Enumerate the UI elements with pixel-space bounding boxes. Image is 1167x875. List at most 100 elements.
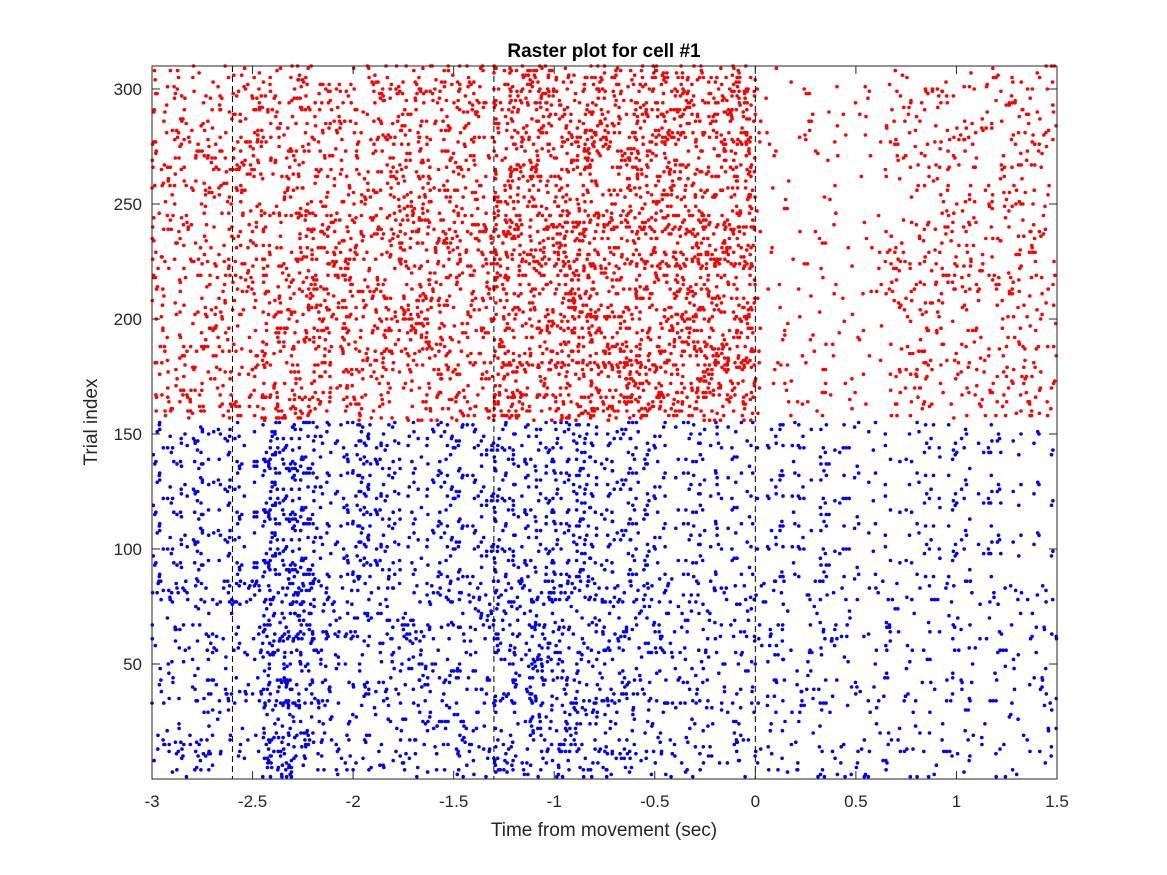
spike-dot [255,354,260,358]
spike-dot [506,747,511,751]
spike-dot [295,733,299,738]
spike-dot [312,335,316,340]
spike-dot [888,388,893,393]
spike-dot [606,418,611,423]
spike-dot [687,538,691,542]
spike-dot [496,602,500,606]
spike-dot [1004,648,1008,652]
spike-dot [196,754,200,758]
spike-dot [833,448,837,452]
spike-dot [178,627,182,632]
spike-dot [955,751,960,756]
spike-dot [293,406,298,411]
spike-dot [559,496,563,501]
spike-dot [734,738,739,742]
spike-dot [311,489,316,494]
spike-dot [257,584,261,588]
spike-dot [730,388,735,393]
spike-dot [910,648,915,652]
spike-dot [526,772,530,777]
spike-dot [747,464,752,469]
spike-dot [951,498,956,503]
spike-dot [252,565,256,570]
spike-dot [722,337,727,342]
spike-dot [292,370,297,374]
spike-dot [937,547,941,551]
spike-dot [410,561,414,565]
spike-dot [291,600,295,604]
spike-dot [496,632,500,636]
spike-dot [511,452,516,457]
spike-dot [712,347,717,351]
spike-dot [371,328,375,333]
spike-dot [690,666,694,671]
spike-dot [745,360,750,365]
spike-dot [611,604,616,609]
spike-dot [738,687,743,692]
spike-dot [698,542,702,547]
spike-dot [725,393,730,397]
spike-dot [414,636,418,641]
spike-dot [491,542,496,547]
spike-dot [205,738,209,742]
spike-dot [1054,354,1059,358]
spike-dot [324,630,329,634]
spike-dot [732,455,736,459]
spike-dot [883,482,888,487]
spike-dot [691,774,695,779]
spike-dot [401,616,406,620]
spike-dot [491,492,496,496]
spike-dot [701,602,705,606]
spike-dot [312,498,316,503]
spike-dot [701,390,705,395]
spike-dot [615,710,619,715]
spike-dot [500,547,505,551]
spike-dot [297,487,302,492]
spike-dot [344,326,348,331]
spike-dot [559,590,563,595]
spike-dot [632,600,636,604]
spike-dot [725,710,730,715]
spike-dot [717,393,722,397]
spike-dot [345,471,350,475]
spike-dot [521,310,525,314]
spike-dot [523,425,528,429]
spike-dot [398,466,402,471]
spike-dot [414,321,419,326]
spike-dot [605,696,609,701]
spike-dot [575,441,579,446]
spike-dot [672,630,677,634]
spike-dot [543,314,548,319]
spike-dot [833,498,837,503]
spike-dot [676,508,681,512]
spike-dot [468,314,473,319]
spike-dot [298,416,303,420]
spike-dot [1003,664,1008,669]
spike-dot [273,381,277,386]
spike-dot [252,593,257,597]
spike-dot [716,542,721,547]
spike-dot [252,464,256,469]
spike-dot [456,494,461,498]
spike-dot [588,505,593,510]
spike-dot [666,317,670,321]
spike-dot [456,544,461,549]
spike-dot [1027,682,1032,687]
spike-dot [199,738,203,742]
spike-dot [210,650,215,655]
spike-dot [654,699,659,703]
spike-dot [362,639,367,643]
spike-dot [545,659,550,664]
spike-dot [750,471,755,475]
spike-dot [766,659,770,664]
spike-dot [774,441,778,446]
spike-dot [1025,597,1030,602]
spike-dot [627,471,631,475]
spike-dot [1024,390,1029,395]
spike-dot [442,692,446,696]
spike-dot [806,593,811,597]
spike-dot [707,618,712,623]
spike-dot [708,390,712,395]
spike-dot [264,328,269,333]
spike-dot [1009,623,1014,627]
